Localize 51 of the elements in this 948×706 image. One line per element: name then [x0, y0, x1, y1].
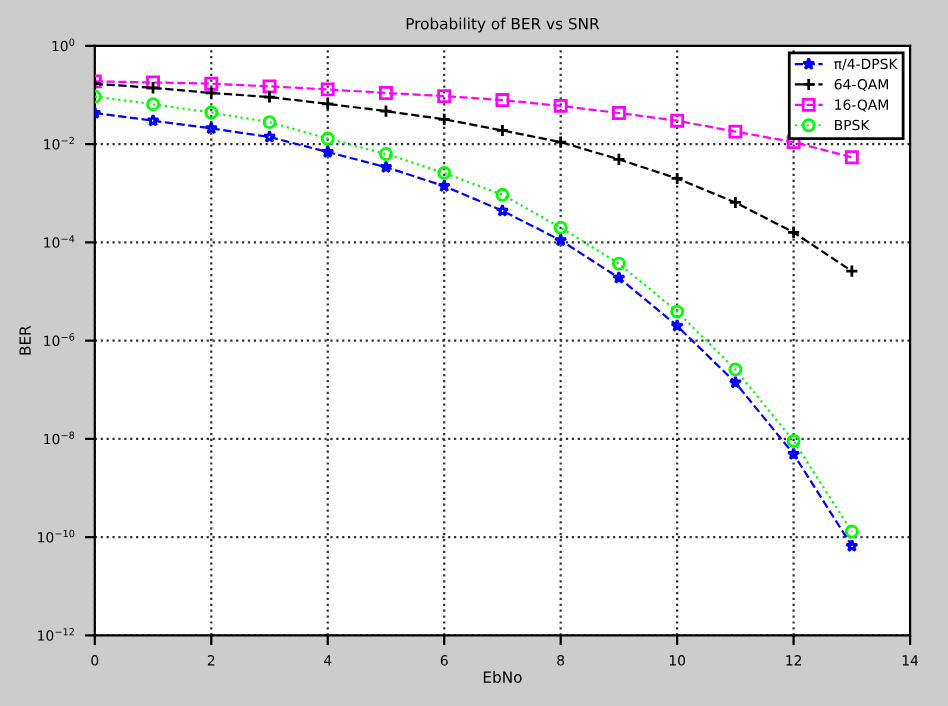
point: [611, 256, 626, 271]
point: [262, 115, 277, 130]
point: [612, 270, 626, 284]
point: [379, 86, 393, 100]
point: [146, 97, 160, 112]
point: [320, 82, 335, 97]
point: [437, 89, 452, 104]
point: [553, 135, 568, 150]
point: [553, 98, 568, 113]
point: [379, 104, 393, 119]
point: [495, 123, 510, 138]
point: [844, 524, 859, 539]
point: [379, 147, 393, 161]
point: [611, 152, 626, 167]
point: [204, 121, 218, 135]
point: [495, 93, 510, 107]
point: [728, 195, 743, 210]
point: [554, 233, 568, 247]
point: [204, 76, 219, 91]
point: [320, 131, 335, 146]
point: [320, 96, 335, 111]
point: [670, 304, 685, 319]
point: [786, 433, 801, 448]
point: [204, 86, 219, 100]
point: [437, 112, 452, 127]
point: [844, 150, 859, 165]
point: [845, 539, 859, 552]
point: [728, 124, 743, 139]
point: [495, 203, 510, 217]
point: [786, 225, 801, 240]
point: [495, 187, 510, 202]
point: [437, 179, 451, 192]
point: [553, 220, 568, 235]
point: [844, 264, 859, 279]
point: [146, 80, 160, 95]
point: [670, 113, 685, 128]
point: [611, 106, 626, 120]
point: [670, 318, 684, 332]
point: [146, 75, 160, 90]
point: [786, 447, 801, 460]
point: [728, 362, 743, 377]
point: [204, 105, 219, 120]
point: [262, 130, 277, 143]
point: [262, 79, 277, 94]
point: [262, 90, 277, 104]
point: [728, 375, 743, 389]
point: [146, 113, 160, 127]
point: [670, 171, 685, 186]
point: [379, 160, 393, 174]
point: [437, 165, 452, 180]
point: [321, 145, 335, 158]
